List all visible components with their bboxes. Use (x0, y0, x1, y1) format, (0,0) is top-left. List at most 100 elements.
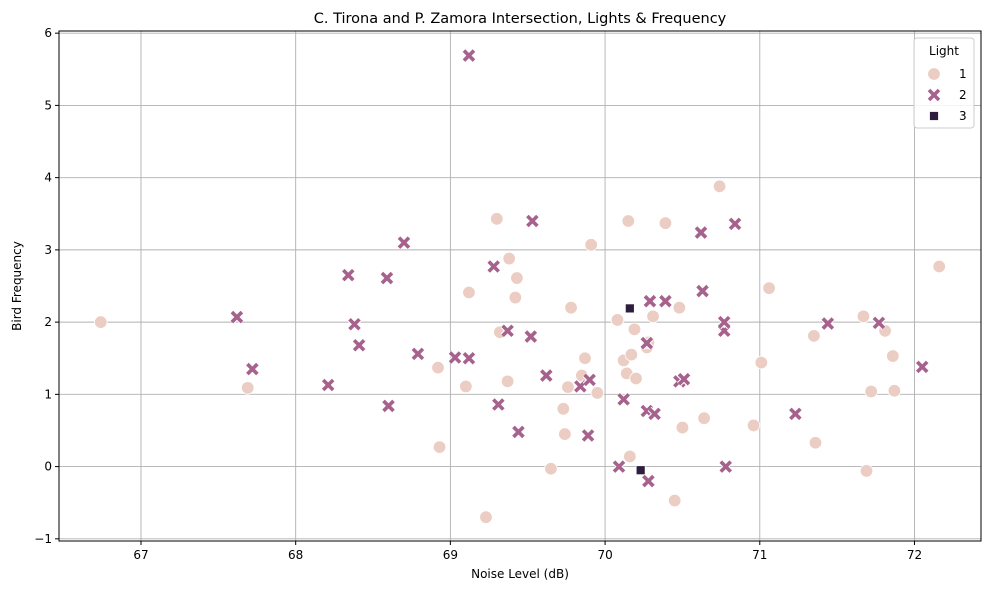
data-point (887, 384, 902, 398)
data-point (584, 238, 598, 252)
legend-item: 2 (927, 88, 967, 102)
y-tick-label: 3 (44, 243, 52, 257)
data-point (639, 336, 654, 351)
legend-marker (927, 88, 941, 102)
legend-marker (929, 111, 939, 121)
data-point (717, 315, 732, 330)
data-point (610, 313, 625, 327)
data-point (697, 411, 711, 425)
legend-marker (927, 67, 941, 81)
data-point (712, 179, 727, 194)
data-point (590, 386, 605, 400)
data-point (448, 350, 463, 365)
data-point (544, 462, 558, 476)
data-point (491, 397, 506, 412)
data-point (582, 372, 597, 387)
data-point (508, 290, 523, 305)
data-point (321, 377, 336, 392)
data-point (94, 315, 108, 329)
legend-title: Light (929, 44, 959, 58)
data-point (624, 347, 639, 362)
data-point (461, 48, 476, 63)
data-point (718, 459, 733, 474)
data-point (461, 351, 476, 366)
data-point (856, 309, 871, 324)
data-point (581, 428, 596, 443)
y-tick-label: 5 (44, 98, 52, 112)
data-point (612, 459, 626, 474)
data-point (932, 259, 946, 274)
series-2 (229, 48, 930, 489)
y-tick-label: 0 (44, 460, 52, 474)
data-point (245, 362, 260, 377)
data-point (341, 268, 356, 283)
data-point (635, 465, 646, 476)
x-tick-label: 67 (133, 548, 148, 562)
data-point (667, 493, 682, 508)
data-point (762, 281, 776, 295)
data-point (578, 351, 592, 365)
legend-box (913, 37, 975, 129)
data-point (871, 315, 886, 330)
data-point (627, 322, 642, 337)
data-point (658, 216, 673, 230)
legend: Light 1 2 3 (913, 37, 975, 129)
data-point (525, 214, 540, 228)
data-point (647, 406, 662, 421)
data-point (510, 271, 524, 285)
data-point (410, 346, 425, 361)
data-point (381, 398, 396, 413)
data-point (677, 372, 691, 387)
data-point (820, 316, 835, 331)
legend-items: 1 2 3 (927, 67, 967, 123)
axis-ticks: 67 68 69 70 71 72 −1 0 1 2 3 4 5 6 (34, 26, 922, 562)
y-tick-label: 1 (44, 387, 52, 401)
data-point (347, 317, 362, 332)
data-point (859, 464, 874, 478)
data-point (431, 360, 445, 375)
data-point (511, 424, 526, 439)
data-point (352, 338, 367, 353)
data-point (629, 371, 643, 386)
data-point (616, 392, 631, 407)
data-point (539, 368, 554, 383)
data-point (808, 436, 823, 450)
y-tick-label: 6 (44, 26, 52, 40)
data-point (754, 355, 769, 370)
legend-item: 3 (929, 109, 967, 123)
data-point (479, 510, 493, 524)
series-3 (624, 303, 646, 476)
data-point (558, 427, 572, 441)
x-axis-label: Noise Level (dB) (471, 567, 569, 581)
data-point (432, 440, 447, 454)
data-point (695, 284, 710, 299)
data-point (564, 300, 578, 315)
data-point (694, 225, 708, 240)
data-point (623, 449, 637, 464)
y-axis-label: Bird Frequency (10, 241, 24, 331)
data-point (490, 212, 504, 226)
y-tick-label: −1 (34, 532, 52, 546)
data-point (864, 384, 878, 399)
plot-frame (58, 30, 982, 542)
data-point (646, 309, 660, 324)
data-point (379, 271, 394, 286)
data-point (502, 251, 516, 266)
data-point (746, 418, 761, 433)
data-point (672, 300, 687, 315)
data-point (624, 303, 635, 314)
legend-item: 1 (927, 67, 967, 81)
grid-lines (59, 31, 981, 541)
data-point (641, 474, 656, 489)
data-point (556, 402, 571, 416)
y-tick-label: 4 (44, 171, 52, 185)
legend-label: 1 (959, 67, 967, 81)
data-points (94, 48, 946, 524)
data-point (886, 349, 900, 363)
legend-label: 3 (959, 109, 967, 123)
data-point (486, 259, 501, 274)
data-point (807, 329, 821, 343)
x-tick-label: 69 (443, 548, 458, 562)
data-point (658, 294, 673, 309)
